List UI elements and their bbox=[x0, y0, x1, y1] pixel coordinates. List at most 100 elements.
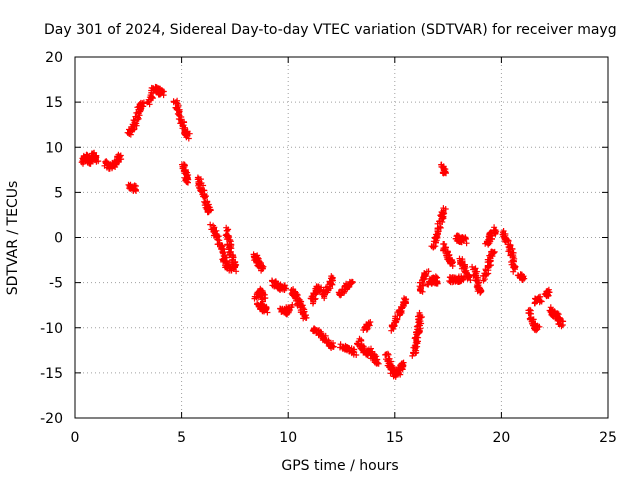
data-point bbox=[231, 264, 238, 271]
data-point bbox=[545, 286, 552, 293]
data-point bbox=[133, 188, 139, 194]
y-tick-label: 20 bbox=[45, 50, 63, 66]
data-point bbox=[207, 221, 214, 228]
data-point bbox=[537, 293, 544, 300]
y-tick-label: 5 bbox=[54, 185, 63, 201]
data-point bbox=[263, 305, 270, 312]
data-point bbox=[474, 286, 481, 293]
y-tick-label: 10 bbox=[45, 140, 63, 156]
data-point bbox=[413, 323, 420, 330]
data-point bbox=[365, 319, 372, 326]
data-point bbox=[160, 92, 167, 99]
data-point bbox=[224, 233, 231, 240]
data-track bbox=[144, 83, 167, 108]
data-track bbox=[309, 325, 337, 351]
data-track bbox=[546, 304, 567, 330]
grid-lines bbox=[75, 57, 608, 418]
data-point bbox=[437, 224, 444, 231]
data-point bbox=[261, 291, 268, 298]
data-point bbox=[560, 318, 567, 325]
data-point bbox=[478, 288, 485, 295]
data-track bbox=[207, 221, 235, 274]
data-track bbox=[480, 248, 498, 284]
data-point bbox=[175, 116, 182, 122]
data-point bbox=[257, 288, 264, 295]
data-point bbox=[485, 270, 492, 277]
data-track bbox=[541, 286, 553, 300]
data-point bbox=[490, 249, 496, 255]
data-point bbox=[186, 130, 193, 137]
data-point bbox=[257, 301, 264, 308]
data-point bbox=[418, 314, 425, 320]
data-point bbox=[519, 276, 526, 283]
data-point bbox=[115, 151, 122, 158]
chart-title: Day 301 of 2024, Sidereal Day-to-day VTE… bbox=[44, 22, 617, 38]
data-point bbox=[281, 287, 288, 293]
data-point bbox=[351, 349, 358, 356]
data-point bbox=[93, 158, 100, 165]
data-point bbox=[366, 322, 373, 329]
plot-frame bbox=[74, 56, 609, 419]
data-point bbox=[441, 246, 448, 253]
data-point bbox=[433, 279, 440, 286]
data-track bbox=[319, 273, 336, 302]
data-track bbox=[288, 286, 310, 322]
axis-ticks bbox=[74, 56, 609, 419]
data-point bbox=[251, 295, 258, 302]
data-point bbox=[179, 165, 186, 172]
y-tick-label: 15 bbox=[45, 95, 63, 111]
data-point bbox=[216, 239, 223, 246]
data-track bbox=[277, 301, 296, 318]
data-point bbox=[502, 234, 509, 241]
data-point bbox=[264, 309, 271, 316]
data-point bbox=[183, 134, 190, 141]
x-tick-label: 5 bbox=[177, 430, 186, 446]
data-track bbox=[78, 149, 102, 167]
data-track bbox=[337, 341, 360, 358]
data-point bbox=[372, 356, 379, 363]
data-point bbox=[233, 268, 240, 275]
data-point bbox=[181, 119, 188, 126]
data-point bbox=[260, 263, 267, 270]
data-point bbox=[337, 341, 344, 348]
data-point bbox=[288, 304, 295, 310]
data-track bbox=[360, 319, 374, 333]
data-track bbox=[438, 161, 449, 177]
data-track bbox=[307, 283, 325, 307]
data-point bbox=[373, 360, 380, 367]
data-point bbox=[210, 227, 217, 234]
data-point bbox=[465, 273, 472, 280]
data-point bbox=[200, 193, 207, 200]
data-point bbox=[133, 109, 140, 116]
data-point bbox=[134, 116, 141, 122]
data-track bbox=[452, 232, 470, 247]
data-point bbox=[434, 280, 441, 287]
data-point bbox=[490, 249, 497, 256]
x-tick-label: 25 bbox=[599, 430, 617, 446]
data-track bbox=[416, 268, 432, 295]
data-point bbox=[214, 236, 221, 243]
data-track bbox=[424, 273, 441, 288]
data-point bbox=[425, 268, 432, 275]
data-point bbox=[460, 276, 467, 283]
data-track bbox=[269, 277, 289, 293]
data-point bbox=[461, 235, 467, 242]
data-point bbox=[536, 323, 543, 330]
data-point bbox=[463, 240, 470, 247]
data-point bbox=[326, 281, 333, 287]
data-track bbox=[514, 271, 528, 283]
x-tick-label: 0 bbox=[71, 430, 80, 446]
data-point bbox=[403, 296, 409, 303]
data-point bbox=[441, 210, 448, 217]
data-track bbox=[482, 224, 500, 248]
y-tick-label: -15 bbox=[40, 366, 63, 382]
y-tick-label: -20 bbox=[40, 411, 63, 427]
data-track bbox=[250, 251, 267, 274]
data-point bbox=[442, 206, 449, 212]
data-point bbox=[467, 277, 474, 284]
y-tick-label: -10 bbox=[40, 321, 63, 337]
x-tick-label: 20 bbox=[492, 430, 510, 446]
x-tick-label: 15 bbox=[386, 430, 404, 446]
data-point bbox=[329, 342, 336, 349]
